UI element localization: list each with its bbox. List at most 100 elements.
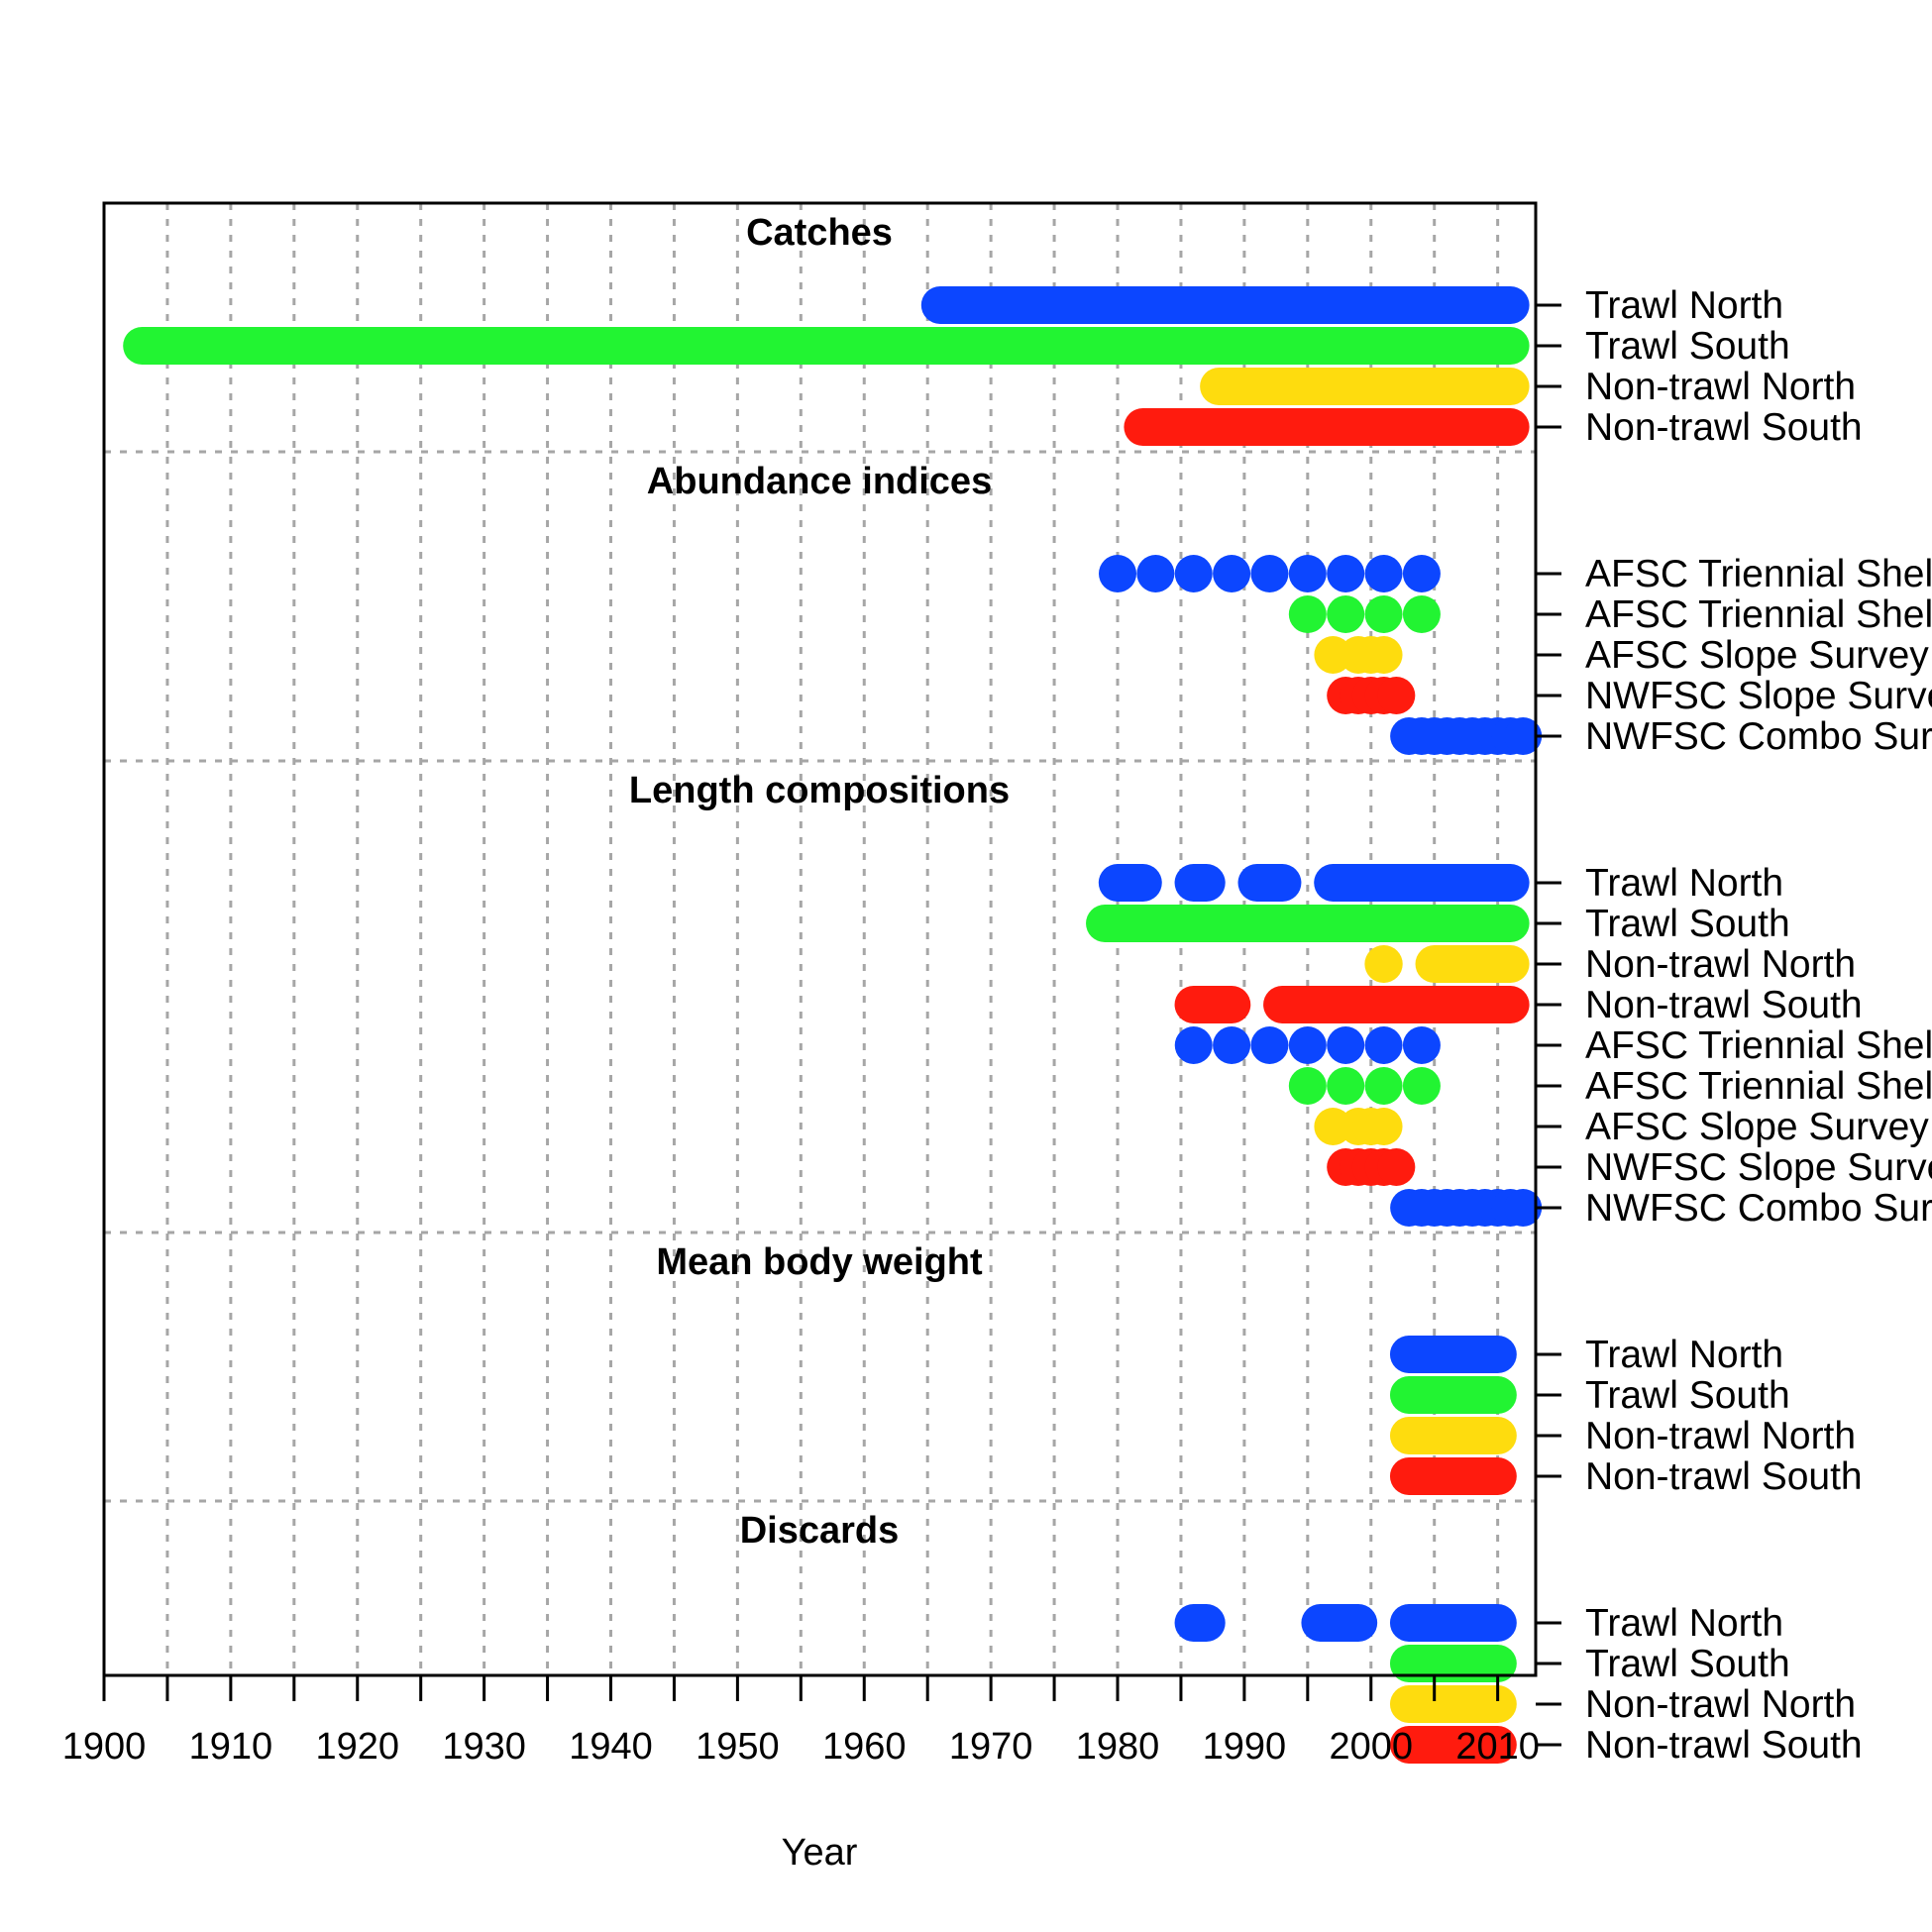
- section-title: Mean body weight: [656, 1241, 983, 1283]
- data-dot: [1288, 1067, 1327, 1105]
- data-dot: [1364, 636, 1403, 674]
- data-dot: [1288, 595, 1327, 633]
- x-tick-label: 1910: [189, 1726, 273, 1768]
- row-label: Trawl South: [1585, 325, 1790, 368]
- data-bar: [1174, 1604, 1226, 1642]
- data-dot: [1504, 717, 1543, 755]
- data-bar: [1389, 1376, 1517, 1414]
- row-label: NWFSC Combo Survey: [1585, 715, 1932, 758]
- data-bar: [1389, 1457, 1517, 1495]
- row-label: Trawl North: [1585, 862, 1783, 905]
- row-label: AFSC Slope Survey: [1585, 634, 1929, 677]
- data-bar: [1314, 864, 1530, 902]
- bar-layer: [123, 286, 1543, 1764]
- data-bar: [1389, 1336, 1517, 1373]
- x-tick-label: 1970: [949, 1726, 1033, 1768]
- x-axis-title: Year: [782, 1832, 858, 1874]
- data-bar: [1174, 864, 1226, 902]
- row-label: NWFSC Combo Survey: [1585, 1187, 1932, 1230]
- x-tick-label: 1930: [442, 1726, 526, 1768]
- row-label: Non-trawl North: [1585, 1683, 1856, 1726]
- data-dot: [1250, 555, 1289, 592]
- data-bar: [920, 286, 1530, 324]
- data-dot: [1136, 555, 1175, 592]
- row-label: AFSC Triennial Shelf Survey South: [1585, 593, 1932, 636]
- x-tick-label: 1900: [62, 1726, 147, 1768]
- row-label: AFSC Triennial Shelf Survey North: [1585, 1024, 1932, 1067]
- x-tick-label: 1920: [315, 1726, 399, 1768]
- data-dot: [1327, 1026, 1365, 1064]
- data-dot: [1174, 1026, 1213, 1064]
- data-dot: [1288, 1026, 1327, 1064]
- data-dot: [1213, 1026, 1251, 1064]
- row-label: AFSC Slope Survey: [1585, 1106, 1929, 1148]
- row-label: Non-trawl North: [1585, 1415, 1856, 1457]
- data-dot: [1327, 1067, 1365, 1105]
- data-bar: [1415, 945, 1530, 983]
- x-tick-label: 1950: [696, 1726, 780, 1768]
- data-bar: [1389, 1417, 1517, 1454]
- data-dot: [1402, 555, 1441, 592]
- section-title: Discards: [740, 1510, 900, 1552]
- data-dot: [1364, 1026, 1403, 1064]
- data-dot: [1377, 677, 1416, 714]
- row-label: Non-trawl North: [1585, 943, 1856, 986]
- data-dot: [1377, 1148, 1416, 1186]
- row-label: Trawl North: [1585, 1602, 1783, 1645]
- data-dot: [1250, 1026, 1289, 1064]
- data-dot: [1213, 555, 1251, 592]
- data-bar: [1389, 1685, 1517, 1723]
- data-dot: [1327, 595, 1365, 633]
- data-bar: [1237, 864, 1302, 902]
- data-dot: [1099, 555, 1137, 592]
- x-tick-label: 2010: [1455, 1726, 1540, 1768]
- section-title: Catches: [746, 212, 893, 254]
- section-title: Abundance indices: [647, 461, 992, 502]
- data-bar: [1098, 864, 1162, 902]
- x-tick-label: 1990: [1203, 1726, 1287, 1768]
- data-dot: [1364, 1108, 1403, 1145]
- x-tick-label: 2000: [1329, 1726, 1413, 1768]
- x-axis: 1900 1910 1920 1930 1940 1950 1960 1970 1980 1990…: [62, 1673, 1540, 1768]
- data-dot: [1402, 595, 1441, 633]
- data-bar: [1263, 986, 1530, 1023]
- data-dot: [1402, 1026, 1441, 1064]
- data-bar: [123, 327, 1530, 365]
- row-label: Trawl North: [1585, 284, 1783, 327]
- row-label: Non-trawl South: [1585, 1724, 1863, 1767]
- data-dot: [1504, 1189, 1543, 1227]
- row-label: Trawl North: [1585, 1334, 1783, 1376]
- row-label: Non-trawl South: [1585, 1455, 1863, 1498]
- row-label: AFSC Triennial Shelf Survey South: [1585, 1065, 1932, 1108]
- row-label: AFSC Triennial Shelf Survey North: [1585, 553, 1932, 595]
- data-dot: [1364, 1067, 1403, 1105]
- data-bar: [1389, 1726, 1517, 1764]
- row-label: NWFSC Slope Survey: [1585, 1146, 1932, 1189]
- data-dot: [1364, 555, 1403, 592]
- data-dot: [1402, 1067, 1441, 1105]
- row-label: Trawl South: [1585, 1374, 1790, 1417]
- data-bar: [1124, 408, 1530, 446]
- data-bar: [1389, 1645, 1517, 1682]
- row-label: Trawl South: [1585, 903, 1790, 945]
- data-dot: [1174, 555, 1213, 592]
- data-bar: [1301, 1604, 1378, 1642]
- data-bar: [1174, 986, 1251, 1023]
- row-label: Non-trawl South: [1585, 984, 1863, 1026]
- section-title: Length compositions: [629, 770, 1010, 811]
- data-dot: [1288, 555, 1327, 592]
- row-label: NWFSC Slope Survey: [1585, 675, 1932, 717]
- row-label: Non-trawl North: [1585, 366, 1856, 408]
- x-tick-label: 1940: [569, 1726, 653, 1768]
- data-bar: [1389, 1604, 1517, 1642]
- x-tick-label: 1960: [822, 1726, 907, 1768]
- data-dot: [1364, 595, 1403, 633]
- x-tick-label: 1980: [1076, 1726, 1160, 1768]
- data-bar: [1364, 945, 1403, 983]
- data-dot: [1327, 555, 1365, 592]
- data-bar: [1086, 905, 1530, 942]
- data-bar: [1200, 368, 1530, 405]
- row-label: Trawl South: [1585, 1643, 1790, 1685]
